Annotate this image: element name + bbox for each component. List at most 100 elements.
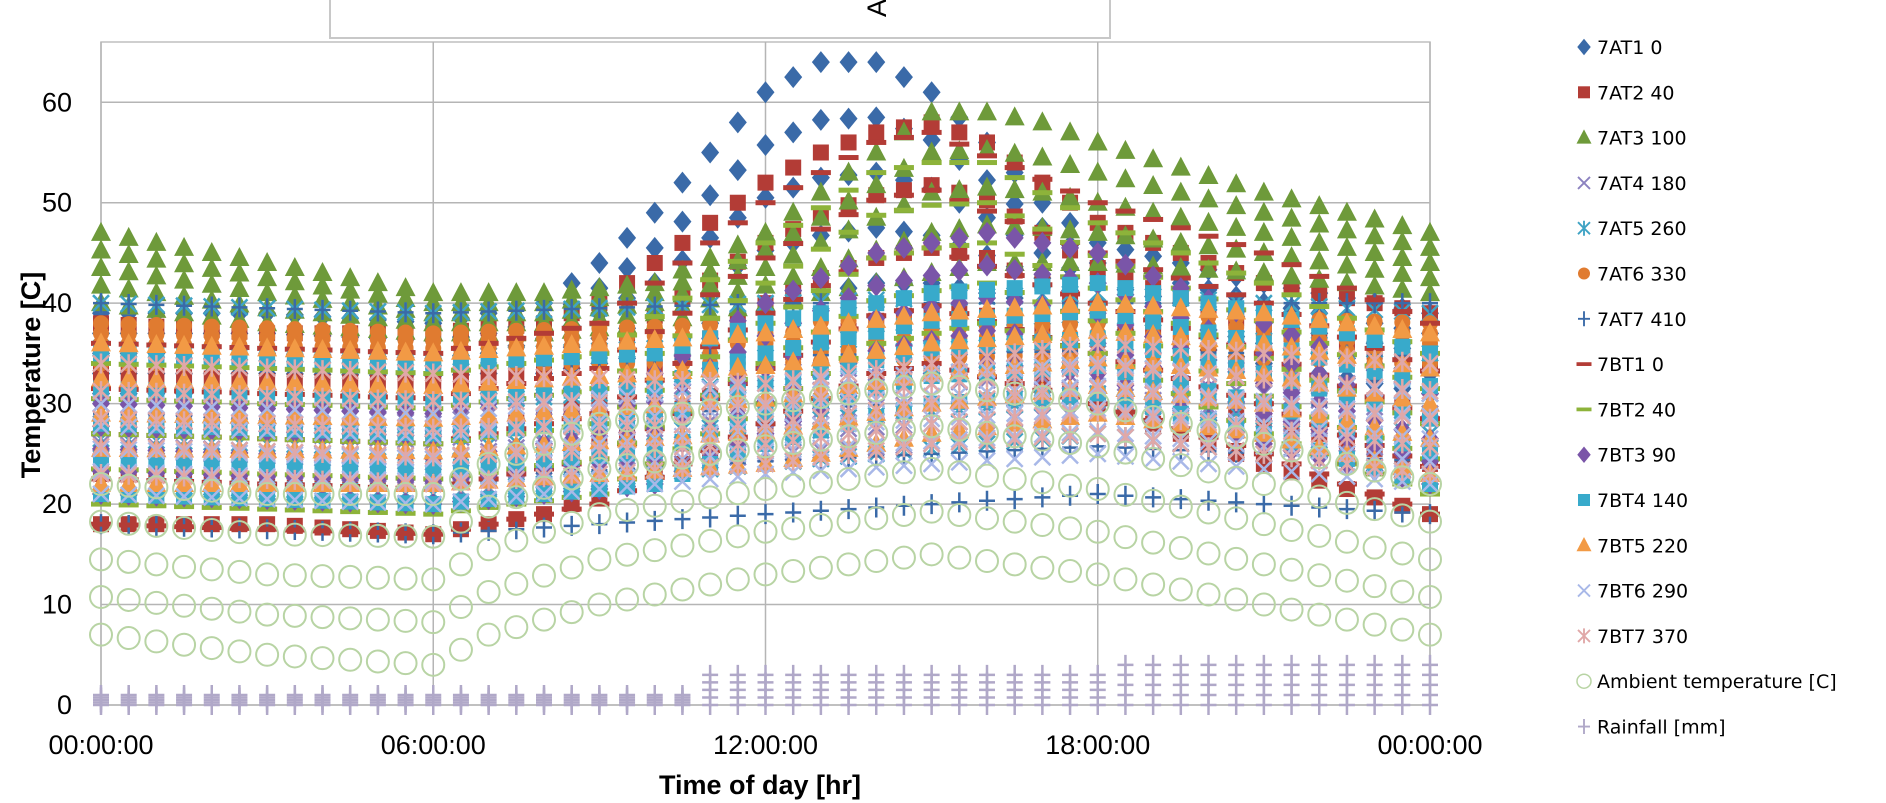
data-point [1088, 333, 1107, 354]
data-point [92, 436, 110, 457]
legend-marker [1578, 86, 1590, 99]
data-point [1362, 574, 1387, 599]
data-point [227, 480, 252, 505]
data-point [700, 315, 721, 321]
data-point [977, 176, 997, 196]
data-point [284, 527, 305, 533]
series-ambient-temperature-c [89, 371, 1442, 677]
data-point [1227, 341, 1246, 362]
data-point [838, 312, 859, 332]
data-point [808, 470, 833, 495]
data-point [701, 457, 720, 478]
data-point [1060, 121, 1081, 141]
data-point [285, 359, 304, 380]
data-point [175, 397, 193, 416]
data-point [342, 684, 359, 705]
data-point [1392, 262, 1413, 282]
data-point [1279, 478, 1304, 503]
data-point [1033, 361, 1052, 382]
y-tick-label: 0 [57, 690, 72, 720]
data-point [951, 124, 968, 141]
data-point [365, 482, 390, 507]
data-point [645, 201, 664, 224]
data-point [507, 443, 526, 464]
data-point [838, 155, 859, 161]
data-point [840, 134, 857, 151]
data-point [1168, 577, 1193, 602]
data-point [781, 516, 806, 541]
data-point [1170, 225, 1191, 231]
data-point [146, 368, 167, 388]
data-point [1334, 490, 1359, 515]
data-point [1251, 472, 1276, 496]
data-point [644, 282, 665, 302]
data-point [867, 51, 886, 74]
data-point [148, 684, 165, 705]
data-point [812, 500, 829, 521]
x-tick-label: 00:00:00 [48, 730, 153, 760]
data-point [950, 226, 969, 249]
data-point [144, 590, 169, 615]
data-marks [89, 51, 1442, 715]
data-point [559, 555, 584, 580]
data-point [1362, 497, 1387, 522]
data-point [645, 415, 664, 436]
data-point [342, 458, 359, 475]
data-point [698, 528, 723, 553]
data-point [314, 299, 331, 320]
data-point [396, 494, 415, 513]
data-point [645, 475, 664, 493]
data-point [947, 502, 972, 527]
data-point [1281, 246, 1302, 266]
data-point [1005, 364, 1024, 385]
data-point [172, 632, 197, 657]
data-point [172, 554, 197, 579]
data-point [1366, 500, 1383, 521]
data-point [977, 200, 997, 206]
data-point [119, 354, 138, 375]
data-point [1143, 148, 1164, 168]
data-point [174, 334, 195, 354]
legend-item: 7BT2 40 [1576, 399, 1676, 421]
data-point [1311, 654, 1328, 675]
data-point [314, 684, 331, 705]
data-point [591, 684, 608, 705]
data-point [1198, 328, 1219, 348]
legend-item: 7AT4 180 [1577, 173, 1687, 195]
data-point [1336, 254, 1357, 274]
data-point [642, 449, 667, 474]
data-point [91, 239, 111, 259]
data-point [508, 684, 525, 705]
data-point [506, 337, 527, 357]
data-point [506, 402, 527, 422]
data-point [282, 563, 307, 588]
data-point [314, 321, 331, 338]
data-point [146, 248, 167, 268]
legend-marker [1577, 583, 1591, 598]
data-point [1338, 467, 1356, 486]
data-point [1282, 462, 1301, 481]
data-point [645, 460, 664, 481]
data-point [702, 214, 719, 231]
data-point [89, 547, 113, 572]
data-point [118, 278, 139, 298]
data-point [423, 292, 444, 312]
data-point [1365, 403, 1384, 424]
data-point [1365, 430, 1384, 451]
data-point [1307, 484, 1332, 509]
data-point [591, 347, 608, 364]
data-point [919, 371, 944, 396]
data-point [1226, 300, 1247, 320]
data-point [1224, 546, 1249, 571]
data-point [118, 261, 139, 281]
data-point [950, 411, 969, 432]
data-point [312, 262, 333, 282]
data-point [811, 267, 830, 290]
data-point [313, 401, 332, 420]
data-point [1199, 340, 1218, 361]
data-point [1196, 582, 1221, 607]
data-point [506, 516, 527, 522]
data-point [1143, 216, 1164, 222]
data-point [341, 492, 360, 511]
data-point [1168, 536, 1193, 561]
